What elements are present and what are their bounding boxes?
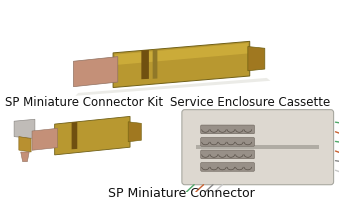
Polygon shape [113,42,250,88]
Polygon shape [128,122,141,142]
Polygon shape [14,120,35,139]
Text: SP Miniature Connector Kit: SP Miniature Connector Kit [5,95,163,108]
FancyBboxPatch shape [201,163,255,171]
Polygon shape [75,79,270,96]
Polygon shape [141,51,149,80]
FancyBboxPatch shape [196,146,319,149]
Polygon shape [55,117,130,155]
Polygon shape [153,50,157,79]
Polygon shape [72,122,77,150]
Text: SP Miniature Connector: SP Miniature Connector [108,186,255,199]
Text: Service Enclosure Cassette: Service Enclosure Cassette [170,95,330,108]
Polygon shape [248,47,265,71]
Polygon shape [73,57,118,87]
Polygon shape [21,152,29,162]
FancyBboxPatch shape [182,110,334,185]
Polygon shape [32,129,58,151]
FancyBboxPatch shape [201,138,255,146]
FancyBboxPatch shape [201,125,255,134]
Polygon shape [115,44,248,66]
Polygon shape [19,137,31,152]
FancyBboxPatch shape [201,150,255,159]
